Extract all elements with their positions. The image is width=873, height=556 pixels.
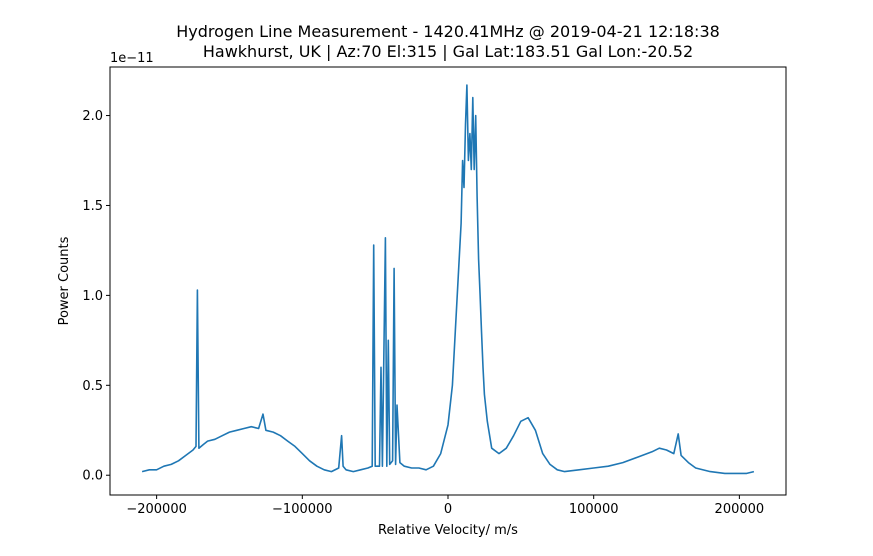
y-axis-label: Power Counts [57,236,72,325]
x-axis-ticks: −200000 −100000 0 100000 200000 [126,495,764,517]
x-tick-label: 200000 [715,502,765,517]
x-tick-label: 100000 [569,502,619,517]
x-tick-label: 0 [444,502,452,517]
x-tick-label: −100000 [272,502,333,517]
x-axis-label: Relative Velocity/ m/s [378,523,518,538]
chart-subtitle: Hawkhurst, UK | Az:70 El:315 | Gal Lat:1… [202,42,694,61]
y-axis-ticks: 0.0 0.5 1.0 1.5 2.0 [82,109,110,484]
y-tick-label: 0.0 [82,469,103,484]
chart-title: Hydrogen Line Measurement - 1420.41MHz @… [176,22,720,41]
y-tick-label: 2.0 [82,109,103,124]
plot-frame [109,66,787,496]
y-tick-label: 0.5 [82,379,103,394]
y-offset-label: 1e−11 [110,51,154,66]
series-line [141,84,755,475]
y-tick-label: 1.5 [82,199,103,214]
x-tick-label: −200000 [126,502,187,517]
y-tick-label: 1.0 [82,289,103,304]
